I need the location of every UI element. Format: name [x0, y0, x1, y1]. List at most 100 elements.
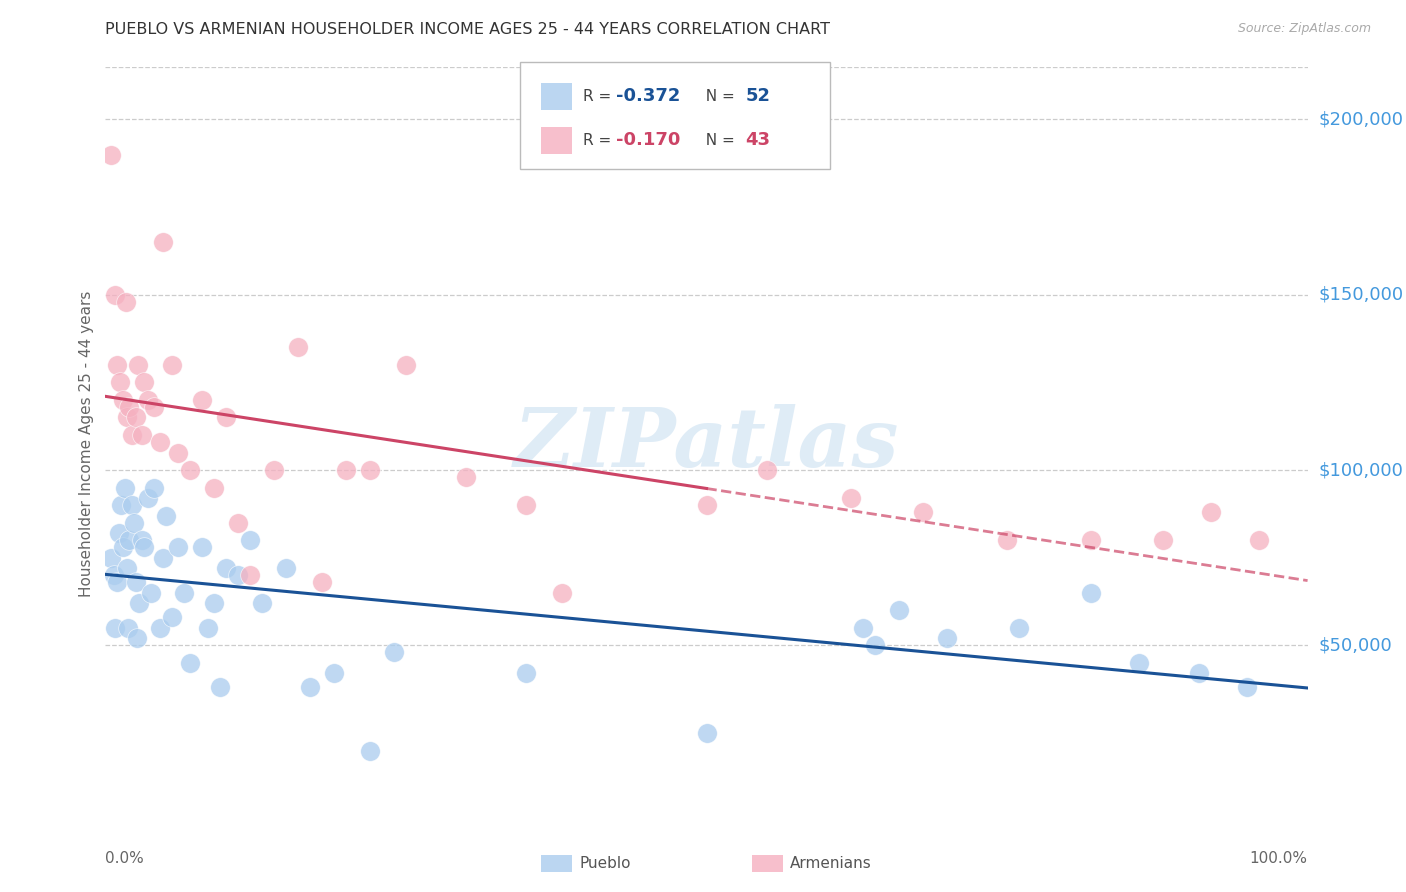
- Point: [214, 410, 236, 425]
- Text: $100,000: $100,000: [1319, 461, 1403, 479]
- Point: [226, 568, 249, 582]
- Point: [104, 287, 127, 301]
- Point: [107, 526, 129, 541]
- Point: [202, 481, 225, 495]
- Text: $50,000: $50,000: [1319, 636, 1392, 655]
- Point: [100, 550, 122, 565]
- Point: [155, 508, 177, 523]
- Point: [1188, 666, 1211, 681]
- Point: [104, 621, 127, 635]
- Point: [359, 463, 381, 477]
- Point: [112, 392, 135, 407]
- Point: [125, 632, 148, 646]
- Point: [152, 550, 174, 565]
- Point: [696, 498, 718, 512]
- Point: [107, 575, 129, 590]
- Point: [160, 358, 183, 372]
- Point: [132, 376, 155, 390]
- Point: [148, 621, 170, 635]
- Point: [515, 498, 537, 512]
- Text: 43: 43: [745, 131, 770, 150]
- Text: PUEBLO VS ARMENIAN HOUSEHOLDER INCOME AGES 25 - 44 YEARS CORRELATION CHART: PUEBLO VS ARMENIAN HOUSEHOLDER INCOME AG…: [105, 22, 831, 37]
- Point: [179, 656, 201, 670]
- Point: [208, 681, 231, 695]
- Point: [1201, 505, 1223, 519]
- Point: [1080, 586, 1102, 600]
- Point: [117, 621, 139, 635]
- Point: [335, 463, 357, 477]
- Point: [515, 666, 537, 681]
- Point: [152, 235, 174, 250]
- Text: R =: R =: [583, 89, 617, 103]
- Point: [103, 568, 125, 582]
- Point: [136, 491, 159, 505]
- Text: -0.372: -0.372: [616, 87, 681, 105]
- Point: [131, 428, 153, 442]
- Text: 100.0%: 100.0%: [1250, 851, 1308, 865]
- Y-axis label: Householder Income Ages 25 - 44 years: Householder Income Ages 25 - 44 years: [79, 291, 94, 597]
- Point: [1152, 533, 1174, 548]
- Point: [911, 505, 934, 519]
- Text: $150,000: $150,000: [1319, 285, 1403, 304]
- Point: [1128, 656, 1150, 670]
- Point: [239, 568, 262, 582]
- Point: [852, 621, 875, 635]
- Point: [696, 726, 718, 740]
- Point: [166, 445, 188, 459]
- Text: -0.170: -0.170: [616, 131, 681, 150]
- Point: [202, 596, 225, 610]
- Point: [755, 463, 778, 477]
- Point: [166, 540, 188, 554]
- Point: [124, 410, 146, 425]
- Point: [142, 400, 165, 414]
- Point: [214, 561, 236, 575]
- Text: 0.0%: 0.0%: [105, 851, 145, 865]
- Point: [127, 358, 149, 372]
- Text: N =: N =: [696, 133, 740, 148]
- Point: [887, 603, 910, 617]
- Point: [395, 358, 418, 372]
- Point: [287, 340, 309, 354]
- Point: [190, 540, 212, 554]
- Point: [131, 533, 153, 548]
- Point: [118, 400, 141, 414]
- Point: [128, 596, 150, 610]
- Point: [114, 481, 136, 495]
- Point: [132, 540, 155, 554]
- Point: [263, 463, 285, 477]
- Point: [936, 632, 959, 646]
- Text: Source: ZipAtlas.com: Source: ZipAtlas.com: [1237, 22, 1371, 36]
- Point: [190, 392, 212, 407]
- Point: [118, 533, 141, 548]
- Point: [322, 666, 344, 681]
- Point: [179, 463, 201, 477]
- Point: [107, 358, 129, 372]
- Text: 52: 52: [745, 87, 770, 105]
- Text: Armenians: Armenians: [790, 856, 872, 871]
- Point: [108, 376, 131, 390]
- Point: [100, 147, 122, 161]
- Point: [121, 498, 143, 512]
- Point: [1249, 533, 1271, 548]
- Point: [839, 491, 862, 505]
- Text: ZIPatlas: ZIPatlas: [513, 404, 900, 483]
- Point: [1080, 533, 1102, 548]
- Point: [250, 596, 273, 610]
- Point: [1236, 681, 1258, 695]
- Point: [139, 586, 162, 600]
- Point: [115, 561, 138, 575]
- Point: [311, 575, 333, 590]
- Text: N =: N =: [696, 89, 740, 103]
- Point: [148, 435, 170, 450]
- Text: R =: R =: [583, 133, 617, 148]
- Point: [112, 540, 135, 554]
- Point: [160, 610, 183, 624]
- Point: [173, 586, 195, 600]
- Point: [115, 294, 138, 309]
- Point: [1008, 621, 1031, 635]
- Point: [115, 410, 138, 425]
- Point: [110, 498, 132, 512]
- Point: [382, 645, 405, 659]
- Point: [995, 533, 1018, 548]
- Point: [124, 516, 146, 530]
